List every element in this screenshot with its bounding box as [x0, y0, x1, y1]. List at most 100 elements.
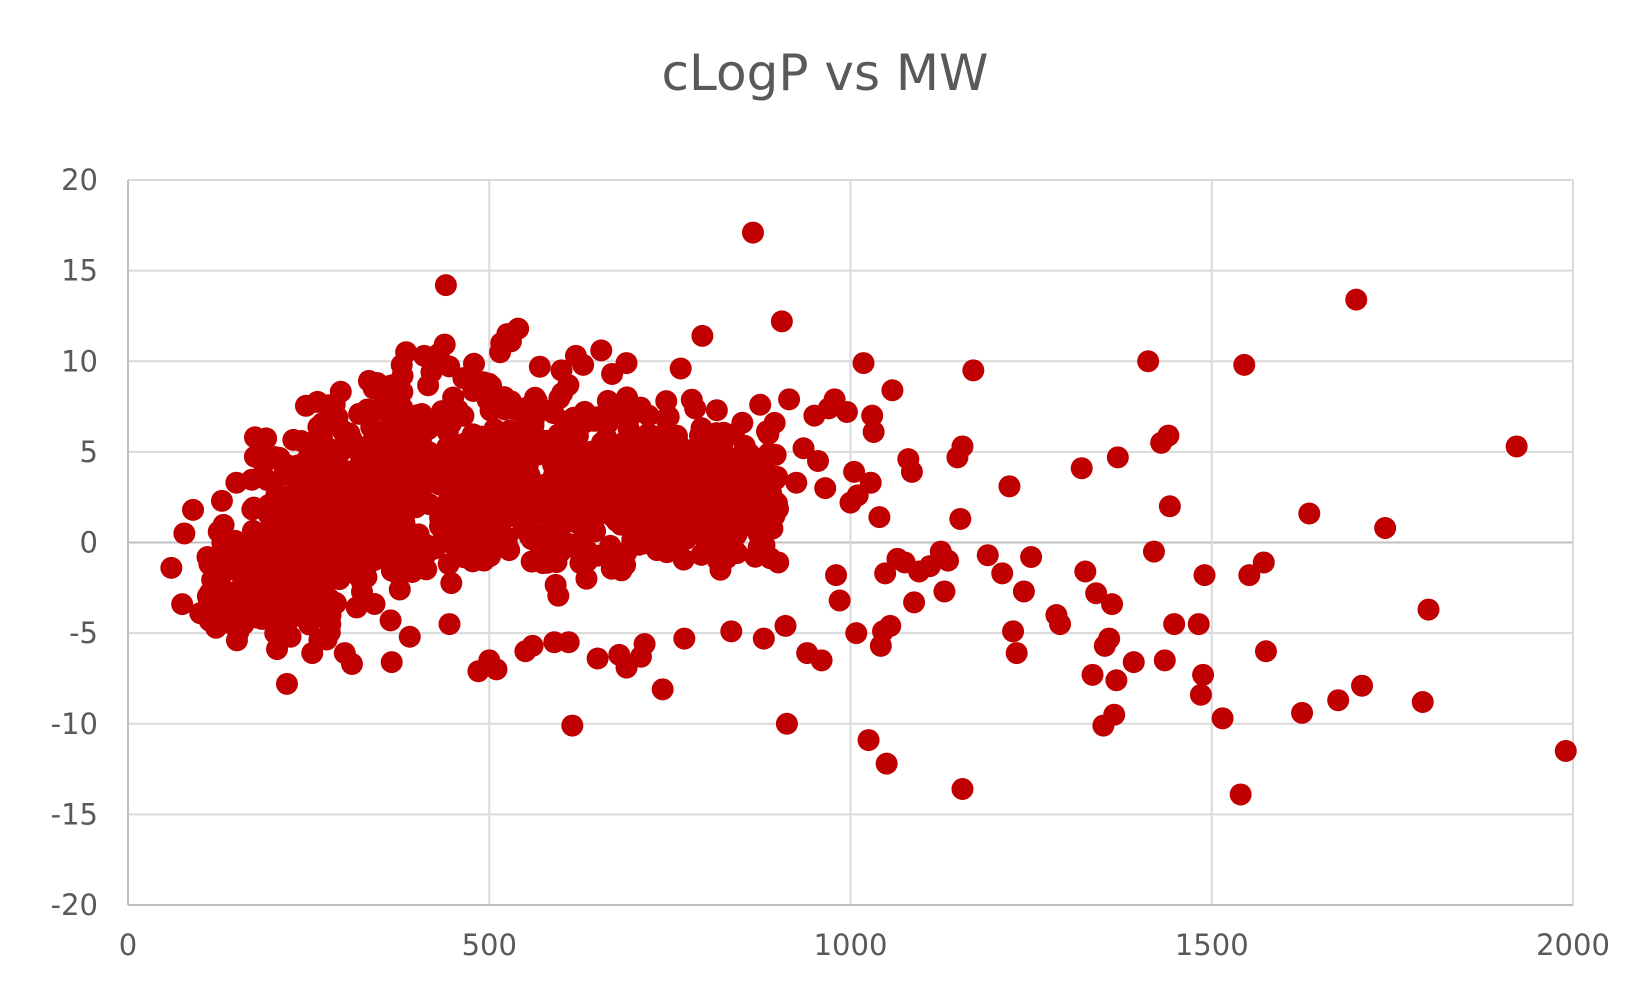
data-point [976, 544, 999, 567]
data-point [561, 714, 584, 737]
data-point [774, 614, 797, 637]
data-point [1158, 495, 1181, 518]
data-point [398, 625, 421, 648]
dense-point [452, 367, 475, 390]
dense-point [396, 450, 419, 473]
dense-point [596, 473, 619, 496]
data-point [1187, 613, 1210, 636]
dense-point [765, 492, 788, 515]
dense-point [655, 407, 678, 430]
dense-point [388, 578, 411, 601]
dense-point [436, 436, 459, 459]
data-point [348, 402, 371, 425]
data-point [806, 449, 829, 472]
dense-point [558, 497, 581, 520]
data-point [875, 752, 898, 775]
data-point [868, 506, 891, 529]
data-point [395, 341, 418, 364]
dense-point [295, 505, 318, 528]
data-point [1291, 701, 1314, 724]
y-tick-label: -5 [69, 616, 98, 650]
data-point [340, 652, 363, 675]
dense-point [638, 426, 661, 449]
data-point [182, 498, 205, 521]
dense-point [525, 389, 548, 412]
data-point [1122, 651, 1145, 674]
dense-point [516, 494, 539, 517]
x-tick-label: 1500 [1175, 928, 1249, 962]
dense-point [461, 463, 484, 486]
data-point [1192, 663, 1215, 686]
dense-point [721, 457, 744, 480]
data-point [1254, 640, 1277, 663]
dense-point [562, 438, 585, 461]
dense-point [212, 561, 235, 584]
data-point [1105, 669, 1128, 692]
data-point [1103, 703, 1126, 726]
dense-point [577, 499, 600, 522]
dense-point [394, 536, 417, 559]
data-point [998, 475, 1021, 498]
data-point [1081, 663, 1104, 686]
data-point [1153, 649, 1176, 672]
dense-point [276, 485, 299, 508]
data-point [173, 522, 196, 545]
dense-point [497, 452, 520, 475]
x-tick-label: 2000 [1536, 928, 1610, 962]
data-point [767, 551, 790, 574]
data-point [778, 388, 801, 411]
data-point [1233, 353, 1256, 376]
dense-point [322, 562, 345, 585]
y-tick-label: 10 [61, 344, 98, 378]
dense-point [294, 394, 317, 417]
data-point [442, 386, 465, 409]
dense-point [383, 499, 406, 522]
data-point [810, 649, 833, 672]
data-point [741, 221, 764, 244]
data-point [651, 678, 674, 701]
data-point [727, 507, 750, 530]
data-point [859, 471, 882, 494]
data-point [590, 339, 613, 362]
data-point [1085, 582, 1108, 605]
data-point [160, 556, 183, 579]
data-point [391, 364, 414, 387]
data-point [380, 651, 403, 674]
dense-point [468, 539, 491, 562]
dense-point [415, 440, 438, 463]
data-point [933, 580, 956, 603]
tick-labels: -20 -15 -10 -5 0 5 10 15 20 0 500 1000 1500 2000 [51, 163, 1610, 962]
data-point [752, 627, 775, 650]
dense-point [666, 489, 689, 512]
dense-point [739, 477, 762, 500]
data-point [684, 397, 707, 420]
dense-point [267, 565, 290, 588]
data-point [1020, 546, 1043, 568]
dense-point [480, 374, 503, 397]
dense-point [379, 609, 402, 632]
dense-cluster-layer [196, 332, 790, 661]
data-point [843, 460, 866, 483]
dense-point [212, 513, 235, 536]
dense-point [632, 532, 655, 555]
data-point [373, 375, 396, 398]
dense-point [357, 547, 380, 570]
dense-point [281, 599, 304, 622]
data-point [991, 562, 1014, 585]
data-point [1211, 707, 1234, 730]
dense-point [726, 542, 749, 565]
data-point [879, 614, 902, 637]
dense-point [494, 487, 517, 510]
data-point [1505, 435, 1528, 458]
dense-point [298, 536, 321, 559]
dense-point [324, 514, 347, 537]
data-point [1002, 620, 1025, 643]
data-point [521, 634, 544, 657]
data-points [160, 221, 1577, 806]
data-point [951, 778, 974, 800]
y-tick-label: 20 [61, 163, 98, 197]
dense-point [484, 431, 507, 454]
data-point [775, 712, 798, 735]
dense-point [637, 447, 660, 470]
data-point [225, 471, 248, 494]
